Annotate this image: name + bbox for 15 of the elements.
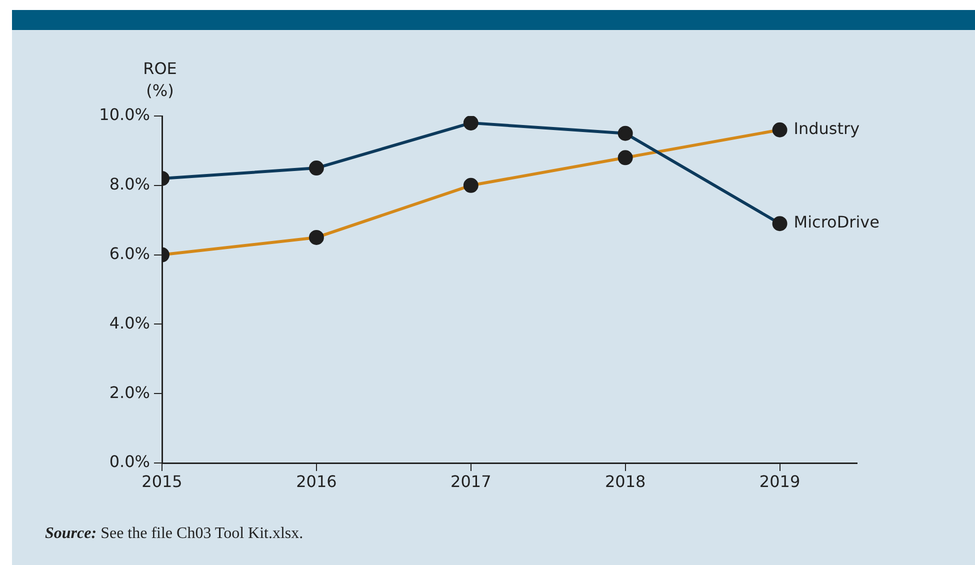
x-tick-label: 2018	[604, 472, 646, 491]
x-tick-label: 2015	[142, 472, 182, 491]
y-tick-label: 8.0%	[109, 174, 150, 194]
y-axis-title: ROE (%)	[143, 59, 177, 100]
series-label: Industry	[794, 119, 860, 138]
y-tick-label: 2.0%	[109, 382, 150, 402]
x-tick-label: 2017	[450, 472, 492, 491]
y-tick-label: 0.0%	[109, 452, 150, 472]
source-note: Source: See the file Ch03 Tool Kit.xlsx.	[45, 525, 304, 543]
series-label: MicroDrive	[794, 212, 880, 232]
x-tick-label: 2019	[759, 472, 800, 491]
y-tick-label: 6.0%	[109, 244, 150, 263]
y-tick-label: 10.0%	[99, 105, 150, 124]
x-tick-label: 2016	[296, 472, 337, 491]
y-tick-label: 4.0%	[109, 313, 150, 332]
